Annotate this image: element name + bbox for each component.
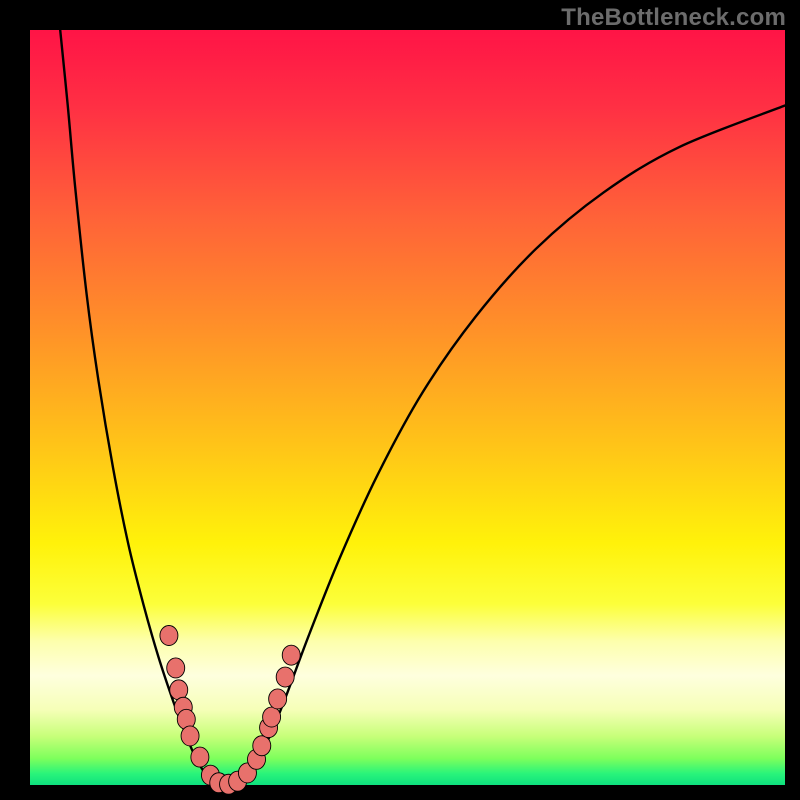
marker-bead <box>181 726 199 746</box>
marker-bead <box>263 707 281 727</box>
marker-group <box>160 626 300 795</box>
marker-bead <box>191 747 209 767</box>
plot-svg <box>0 0 800 800</box>
marker-bead <box>167 658 185 678</box>
watermark-text: TheBottleneck.com <box>561 4 786 32</box>
marker-bead <box>160 626 178 646</box>
marker-bead <box>282 645 300 665</box>
marker-bead <box>253 736 271 756</box>
curve-right <box>226 106 785 786</box>
chart-stage: TheBottleneck.com <box>0 0 800 800</box>
curve-left <box>60 30 226 785</box>
marker-bead <box>276 667 294 687</box>
marker-bead <box>170 680 188 700</box>
marker-bead <box>269 689 287 709</box>
